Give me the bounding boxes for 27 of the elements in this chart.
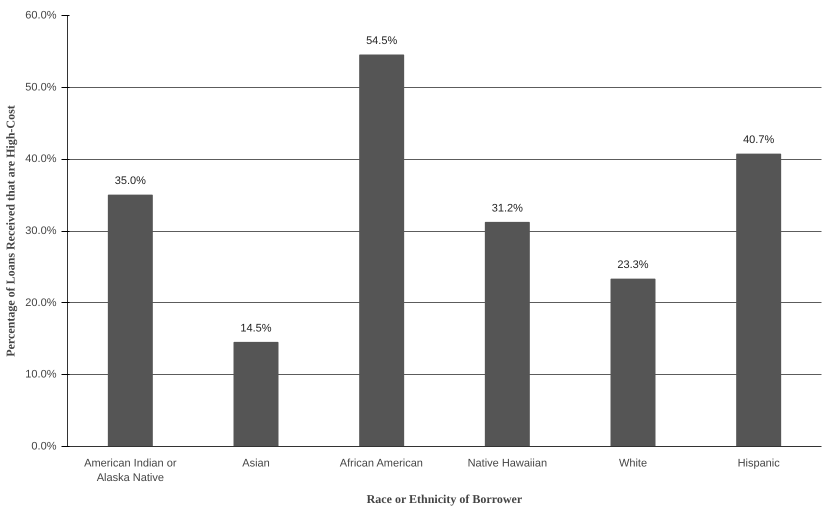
x-tick-label: White	[618, 458, 648, 470]
x-tick-label: Native Hawaiian	[468, 458, 548, 470]
data-label: 14.5%	[240, 322, 272, 334]
y-tick-label: 20.0%	[25, 296, 57, 309]
x-axis-title: Race or Ethnicity of Borrower	[366, 492, 523, 506]
y-tick-label: 60.0%	[25, 10, 57, 22]
y-tick-label: 30.0%	[25, 225, 57, 237]
x-tick-label: Asian	[242, 458, 270, 470]
y-tick-label: 10.0%	[25, 368, 57, 381]
x-tick-label: African American	[340, 458, 423, 470]
bar	[108, 194, 153, 446]
y-tick-label: 40.0%	[25, 153, 57, 166]
data-label: 23.3%	[617, 259, 649, 272]
data-label: 31.2%	[492, 202, 524, 214]
y-tick-label: 0.0%	[31, 440, 57, 452]
y-axis-title: Percentage of Loans Received that are High-Cost	[3, 105, 18, 357]
bar	[736, 154, 782, 446]
data-label: 54.5%	[366, 35, 398, 48]
bar	[234, 342, 278, 446]
y-tick-label: 50.0%	[25, 81, 57, 94]
bar	[359, 54, 404, 446]
bar	[610, 278, 656, 446]
x-tick-label: Hispanic	[738, 458, 780, 470]
x-tick-label: American Indian or Alaska Native	[84, 458, 177, 484]
bar	[484, 222, 530, 446]
data-label: 35.0%	[114, 175, 146, 188]
data-label: 40.7%	[743, 134, 774, 146]
